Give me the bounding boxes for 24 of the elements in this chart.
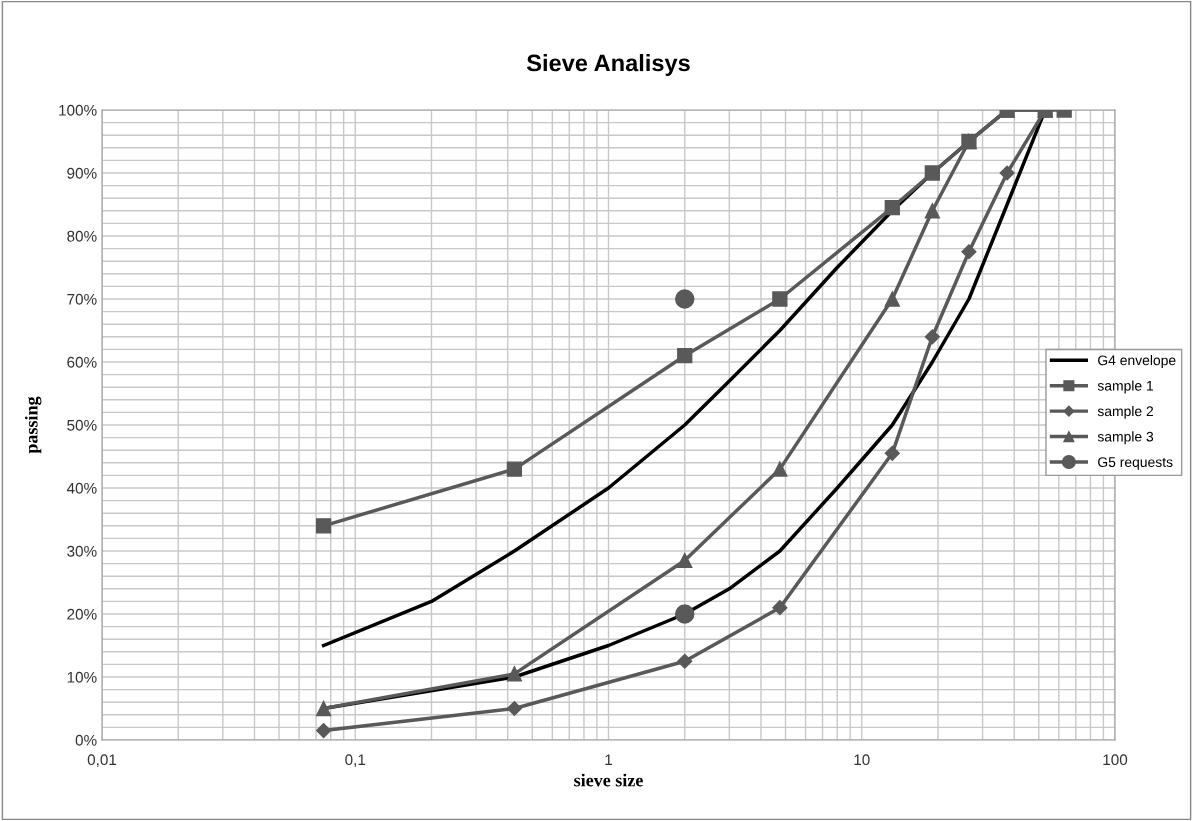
- y-tick-label: 90%: [67, 167, 97, 179]
- y-axis-title: passing: [24, 396, 42, 454]
- legend-label: sample 1: [1097, 380, 1154, 394]
- y-tick-label: 100%: [59, 104, 97, 116]
- y-tick-label: 20%: [67, 608, 97, 620]
- y-tick-label: 50%: [67, 419, 97, 431]
- x-tick-label: 100: [1103, 754, 1128, 766]
- y-tick-label: 70%: [67, 293, 97, 305]
- x-tick-label: 10: [854, 754, 870, 766]
- legend-label: sample 3: [1097, 431, 1154, 445]
- y-tick-label: 0%: [75, 734, 97, 746]
- y-tick-label: 40%: [66, 482, 97, 494]
- x-axis-title: sieve size: [574, 773, 643, 787]
- x-tick-label: 0,1: [345, 754, 366, 767]
- y-tick-label: 30%: [67, 545, 97, 557]
- x-tick-label: 1: [605, 754, 612, 765]
- legend-label: G4 envelope: [1098, 355, 1176, 368]
- chart-title: Sieve Analisys: [526, 54, 690, 77]
- y-tick-label: 10%: [67, 671, 97, 683]
- y-tick-label: 60%: [67, 356, 97, 368]
- x-tick-label: 0,01: [87, 754, 117, 767]
- y-tick-label: 80%: [67, 230, 97, 242]
- legend-label: G5 requests: [1098, 457, 1173, 470]
- legend-label: sample 2: [1097, 405, 1154, 419]
